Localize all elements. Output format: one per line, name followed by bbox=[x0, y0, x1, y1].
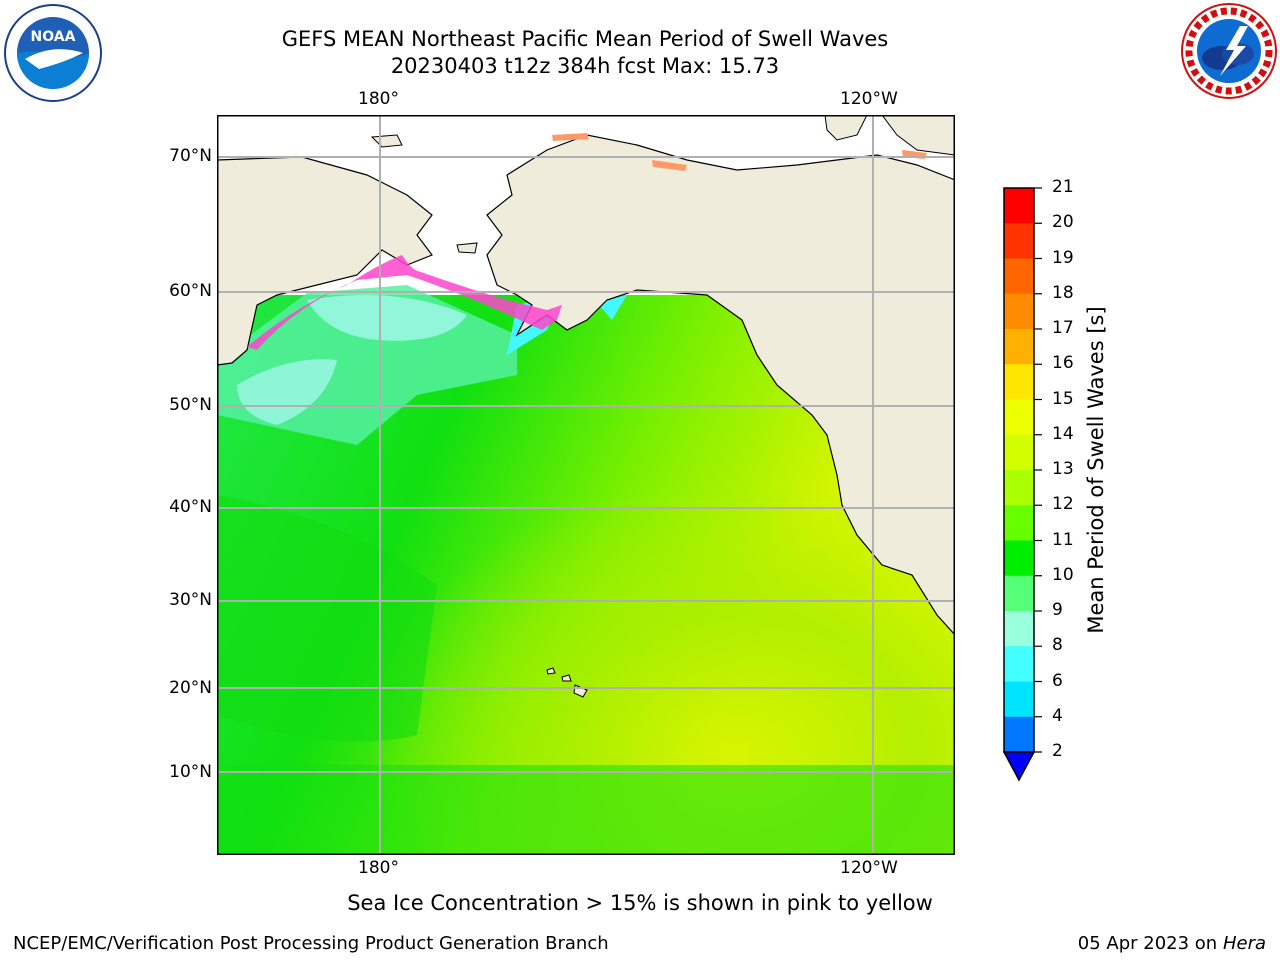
colorbar-cell bbox=[1004, 470, 1034, 506]
colorbar-tick-label: 19 bbox=[1052, 247, 1074, 268]
lat-label-60n: 60°N bbox=[169, 281, 212, 301]
lon-label-top-120w: 120°W bbox=[840, 89, 898, 109]
colorbar-cell bbox=[1004, 188, 1034, 224]
date-text: 05 Apr 2023 on bbox=[1077, 933, 1223, 954]
noaa-logo-icon: NOAA bbox=[4, 4, 102, 102]
colorbar-cell bbox=[1004, 223, 1034, 259]
colorbar-tick-label: 15 bbox=[1052, 388, 1074, 409]
colorbar-cell bbox=[1004, 399, 1034, 436]
colorbar-cell bbox=[1004, 258, 1034, 295]
colorbar-tick-label: 14 bbox=[1052, 423, 1074, 444]
colorbar-tick-label: 16 bbox=[1052, 353, 1074, 374]
colorbar-extend-arrow bbox=[1002, 751, 1036, 782]
chart-title: GEFS MEAN Northeast Pacific Mean Period … bbox=[281, 27, 889, 51]
map-frame bbox=[217, 115, 955, 855]
lat-label-30n: 30°N bbox=[169, 590, 212, 610]
colorbar bbox=[1002, 187, 1042, 782]
colorbar-tick-label: 11 bbox=[1052, 529, 1074, 550]
machine-name: Hera bbox=[1222, 933, 1266, 954]
colorbar-tick-label: 6 bbox=[1052, 670, 1063, 691]
colorbar-cell bbox=[1004, 681, 1034, 718]
colorbar-tick-label: 20 bbox=[1052, 212, 1074, 233]
lat-label-10n: 10°N bbox=[169, 762, 212, 782]
colorbar-cell bbox=[1004, 575, 1034, 612]
lat-label-20n: 20°N bbox=[169, 678, 212, 698]
colorbar-cell bbox=[1004, 540, 1034, 577]
colorbar-cell bbox=[1004, 646, 1034, 682]
nws-logo-icon bbox=[1181, 3, 1277, 99]
colorbar-cell bbox=[1004, 611, 1034, 647]
sea-ice-footnote: Sea Ice Concentration > 15% is shown in … bbox=[347, 891, 933, 915]
lat-label-70n: 70°N bbox=[169, 146, 212, 166]
colorbar-tick-label: 10 bbox=[1052, 564, 1074, 585]
colorbar-tick-label: 4 bbox=[1052, 705, 1063, 726]
graticule bbox=[217, 115, 955, 855]
colorbar-tick-label: 2 bbox=[1052, 741, 1063, 761]
colorbar-tick-label: 8 bbox=[1052, 635, 1063, 656]
lon-label-bottom-180: 180° bbox=[358, 858, 399, 878]
colorbar-tick-label: 9 bbox=[1052, 600, 1063, 620]
lon-label-top-180: 180° bbox=[358, 89, 399, 109]
colorbar-cell bbox=[1004, 329, 1034, 365]
colorbar-cell bbox=[1004, 505, 1034, 541]
colorbar-cell bbox=[1004, 293, 1034, 330]
lat-label-40n: 40°N bbox=[169, 497, 212, 517]
colorbar-tick-label: 17 bbox=[1052, 318, 1074, 338]
map-panel bbox=[217, 115, 955, 855]
lat-label-50n: 50°N bbox=[169, 395, 212, 415]
date-stamp: 05 Apr 2023 on Hera bbox=[1078, 933, 1266, 954]
colorbar-tick-label: 12 bbox=[1052, 494, 1074, 515]
colorbar-cell bbox=[1004, 716, 1034, 753]
lon-label-bottom-120w: 120°W bbox=[840, 858, 898, 878]
colorbar-cell bbox=[1004, 434, 1034, 471]
colorbar-title: Mean Period of Swell Waves [s] bbox=[1084, 306, 1108, 634]
land-siberia bbox=[217, 156, 433, 366]
colorbar-tick-label: 13 bbox=[1052, 459, 1074, 479]
land-north-america bbox=[486, 134, 955, 636]
noaa-logo-text: NOAA bbox=[31, 29, 76, 45]
colorbar-tick-label: 21 bbox=[1052, 177, 1074, 197]
colorbar-tick-label: 18 bbox=[1052, 282, 1074, 303]
chart-subtitle: 20230403 t12z 384h fcst Max: 15.73 bbox=[390, 54, 780, 78]
colorbar-cell bbox=[1004, 364, 1034, 400]
credit-text: NCEP/EMC/Verification Post Processing Pr… bbox=[13, 933, 609, 954]
